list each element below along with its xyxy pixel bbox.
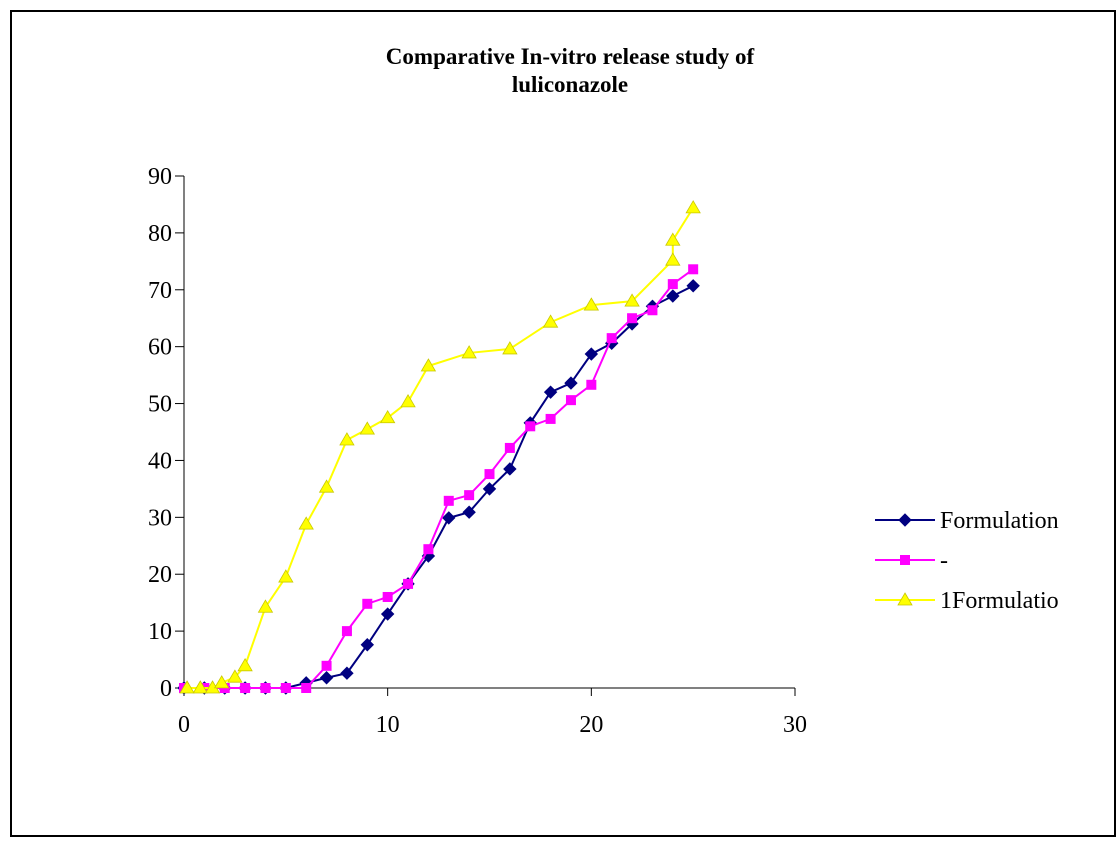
y-tick-label: 80 xyxy=(148,221,172,247)
chart-frame xyxy=(10,10,1116,837)
data-point xyxy=(227,669,243,683)
data-point xyxy=(665,252,681,266)
data-point xyxy=(257,599,274,613)
data-point xyxy=(359,421,375,435)
data-point xyxy=(380,607,395,621)
data-point xyxy=(360,638,375,652)
data-point xyxy=(213,675,230,689)
data-point xyxy=(627,313,638,324)
data-point xyxy=(665,232,681,246)
data-point xyxy=(542,314,559,328)
data-point xyxy=(504,442,515,453)
y-tick-label: 30 xyxy=(148,505,172,531)
data-point xyxy=(403,578,414,589)
data-point xyxy=(379,409,396,424)
data-point xyxy=(340,666,354,680)
data-point xyxy=(298,516,314,530)
chart-title: luliconazole xyxy=(512,72,628,97)
data-point xyxy=(319,671,334,685)
data-point xyxy=(584,347,599,361)
data-point xyxy=(280,683,291,693)
data-point xyxy=(647,305,658,316)
data-point xyxy=(278,569,294,583)
data-point xyxy=(688,264,699,275)
data-point xyxy=(565,395,576,406)
data-point xyxy=(339,432,355,446)
data-point xyxy=(400,394,416,408)
data-point xyxy=(192,680,208,694)
data-point xyxy=(382,591,393,602)
data-point xyxy=(685,200,701,214)
data-point xyxy=(237,658,253,672)
data-point xyxy=(502,341,518,355)
data-point xyxy=(666,289,680,303)
data-point xyxy=(301,683,312,693)
y-tick-label: 40 xyxy=(148,448,172,474)
data-point xyxy=(543,385,558,399)
data-point xyxy=(240,683,251,693)
data-point xyxy=(606,333,617,344)
data-point xyxy=(583,297,600,311)
x-tick-label: 30 xyxy=(783,712,807,738)
y-tick-label: 70 xyxy=(148,278,172,304)
legend-marker xyxy=(898,513,912,527)
y-tick-label: 50 xyxy=(148,392,172,418)
y-tick-label: 90 xyxy=(148,164,172,190)
x-tick-label: 0 xyxy=(178,712,190,738)
y-tick-label: 0 xyxy=(160,676,172,702)
legend-marker xyxy=(900,555,910,565)
y-tick-label: 10 xyxy=(148,619,172,645)
data-point xyxy=(484,469,495,480)
data-point xyxy=(503,462,517,476)
data-point xyxy=(260,683,271,693)
data-point xyxy=(667,279,678,290)
data-point xyxy=(686,279,700,293)
legend-label: 1Formulatio xyxy=(940,588,1059,614)
data-point xyxy=(464,490,475,501)
data-point xyxy=(321,660,332,671)
data-point xyxy=(462,505,476,519)
data-point xyxy=(443,495,454,506)
data-point xyxy=(461,345,477,359)
y-tick-label: 20 xyxy=(148,562,172,588)
data-point xyxy=(318,479,335,493)
data-point xyxy=(482,482,497,496)
chart-title: Comparative In-vitro release study of xyxy=(386,44,755,69)
x-tick-label: 20 xyxy=(579,712,603,738)
data-point xyxy=(624,293,640,307)
data-point xyxy=(586,379,597,390)
legend-label: Formulation xyxy=(940,508,1059,534)
data-point xyxy=(545,413,556,424)
data-point xyxy=(341,626,352,637)
y-tick-label: 60 xyxy=(148,335,172,361)
legend-label: - xyxy=(940,548,948,574)
data-point xyxy=(423,544,434,555)
data-point xyxy=(179,680,195,694)
data-point xyxy=(362,598,373,609)
data-point xyxy=(442,511,456,525)
legend-marker xyxy=(897,592,913,606)
data-point xyxy=(525,421,536,432)
data-point xyxy=(420,358,437,372)
x-tick-label: 10 xyxy=(376,712,400,738)
data-point xyxy=(564,376,578,390)
